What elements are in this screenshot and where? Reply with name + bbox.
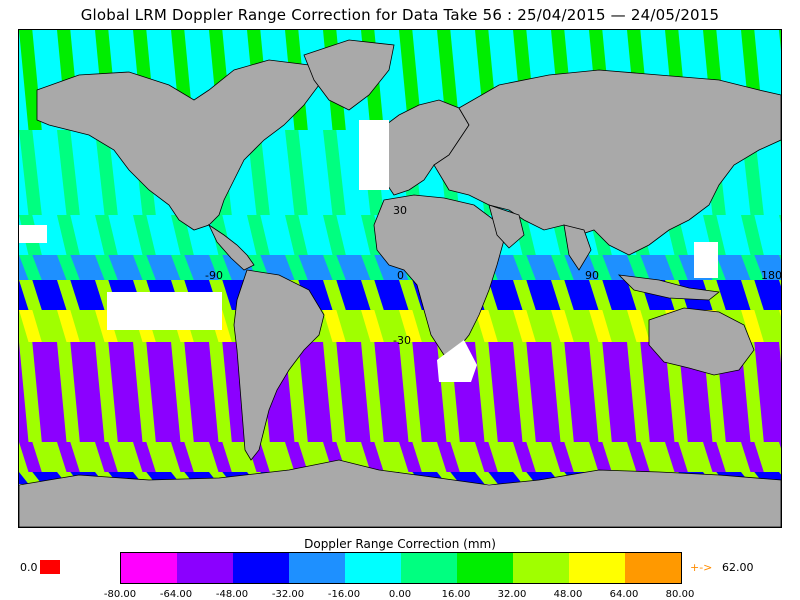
over-range-arrow: +->: [690, 561, 713, 574]
indonesia: [617, 274, 720, 301]
lat-label-30: 30: [393, 204, 407, 217]
greenland: [303, 39, 395, 111]
lat-label-neg30: -30: [393, 334, 411, 347]
india: [563, 224, 592, 271]
colorbar-segment: [233, 553, 289, 583]
colorbar-segment: [569, 553, 625, 583]
colorbar-tick-label: 0.00: [388, 589, 412, 600]
colorbar-segment: [177, 553, 233, 583]
colorbar-tick-label: 64.00: [609, 589, 639, 600]
colorbar-tick-label: -80.00: [103, 589, 137, 600]
colorbar-segment: [457, 553, 513, 583]
colorbar-segment: [401, 553, 457, 583]
map-canvas: 30 -30 -90 0 90 180: [19, 30, 781, 527]
colorbar-tick-label: -64.00: [159, 589, 193, 600]
south-america: [233, 269, 325, 461]
colorbar-segment: [121, 553, 177, 583]
colorbar-segment: [513, 553, 569, 583]
colorbar-tick-label: -32.00: [271, 589, 305, 600]
over-range-value: 62.00: [722, 561, 754, 574]
colorbar-tick-label: 48.00: [553, 589, 583, 600]
colorbar-tick-label: -16.00: [327, 589, 361, 600]
colorbar-segment: [289, 553, 345, 583]
lon-label-90: 90: [585, 269, 599, 282]
colorbar-segment: [345, 553, 401, 583]
arabia: [488, 204, 525, 249]
lon-label-0: 0: [397, 269, 404, 282]
colorbar-tick-label: 16.00: [441, 589, 471, 600]
central-america: [208, 223, 255, 271]
under-range-value: 0.0: [20, 561, 38, 574]
land-masses: [19, 39, 781, 527]
colorbar-segment: [625, 553, 681, 583]
lon-label-neg90: -90: [205, 269, 223, 282]
colorbar-tick-label: 80.00: [665, 589, 695, 600]
asia: [433, 69, 781, 256]
doppler-map: 30 -30 -90 0 90 180: [18, 29, 782, 528]
antarctica: [19, 459, 781, 527]
australia: [648, 307, 755, 376]
colorbar-tick-label: 32.00: [497, 589, 527, 600]
no-data-patches: [19, 120, 718, 382]
colorbar: [120, 552, 682, 584]
lon-label-180: 180: [761, 269, 781, 282]
map-title: Global LRM Doppler Range Correction for …: [80, 6, 720, 24]
under-range-swatch: [40, 560, 60, 574]
north-america: [36, 59, 320, 231]
colorbar-tick-label: -48.00: [215, 589, 249, 600]
colorbar-title: Doppler Range Correction (mm): [304, 537, 496, 551]
